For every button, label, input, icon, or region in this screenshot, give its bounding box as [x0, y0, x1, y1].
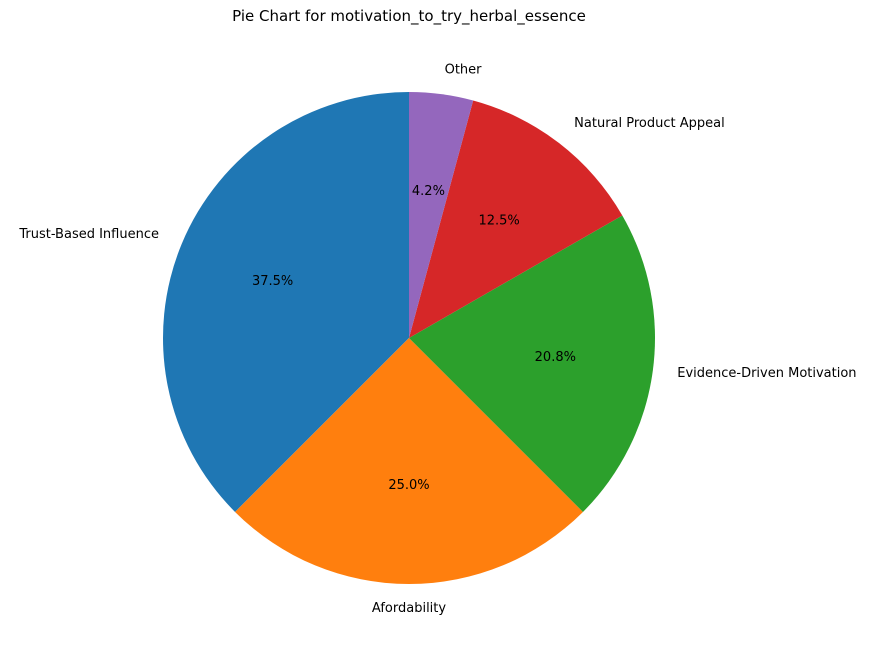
pie-slice-label-afordability: Afordability	[372, 601, 446, 616]
pie-slice-label-natural-product-appeal: Natural Product Appeal	[574, 116, 725, 131]
pie-slice-natural-product-appeal	[409, 100, 623, 338]
chart-title: Pie Chart for motivation_to_try_herbal_e…	[232, 7, 586, 26]
pie-slice-label-other: Other	[445, 62, 483, 77]
pie-percent-label-other: 4.2%	[412, 184, 445, 199]
pie-percent-label-trust-based-influence: 37.5%	[252, 274, 293, 289]
pie-slice-label-evidence-driven-motivation: Evidence-Driven Motivation	[677, 366, 856, 381]
pie-slice-evidence-driven-motivation	[409, 215, 655, 512]
pie-slice-trust-based-influence	[162, 92, 409, 512]
pie-slice-afordability	[235, 338, 583, 584]
pie-labels: 37.5% Trust-Based Influence 25.0% Afordabil…	[18, 62, 856, 616]
pie-percent-label-evidence-driven-motivation: 20.8%	[535, 350, 576, 365]
pie-percent-label-natural-product-appeal: 12.5%	[478, 214, 519, 229]
pie-slices	[162, 92, 655, 584]
pie-slice-other	[409, 92, 474, 338]
pie-percent-label-afordability: 25.0%	[388, 478, 429, 493]
pie-slice-label-trust-based-influence: Trust-Based Influence	[18, 227, 159, 242]
